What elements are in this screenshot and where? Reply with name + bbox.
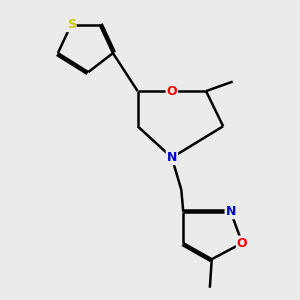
Text: N: N <box>226 205 236 218</box>
Text: O: O <box>237 237 248 250</box>
Text: O: O <box>167 85 177 98</box>
Text: N: N <box>167 151 177 164</box>
Text: S: S <box>67 18 76 31</box>
